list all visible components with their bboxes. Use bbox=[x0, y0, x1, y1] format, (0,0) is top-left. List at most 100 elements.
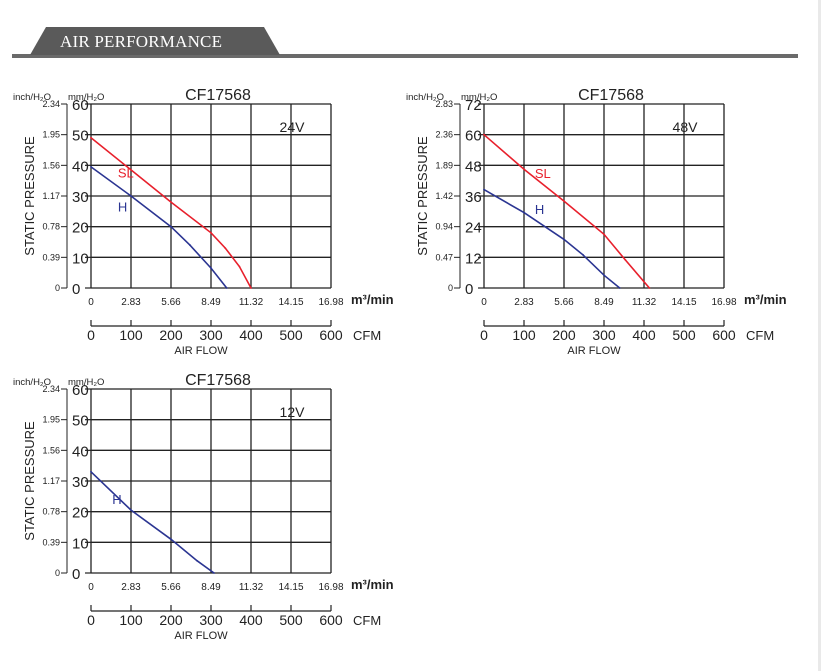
series-point-sl bbox=[210, 231, 212, 234]
x-tick-label-cfm: 200 bbox=[552, 327, 576, 343]
y-tick-label-inch: 0.39 bbox=[42, 537, 60, 547]
series-point-h bbox=[189, 244, 191, 246]
x-tick-label-m3: 0 bbox=[481, 297, 487, 308]
unit-inch-label: inch/H₂O bbox=[13, 377, 51, 388]
y-tick-label-mm: 50 bbox=[72, 128, 89, 145]
series-line-sl bbox=[483, 134, 651, 289]
y-tick-label-inch: 0 bbox=[448, 283, 453, 293]
x-tick-label-m3: 14.15 bbox=[671, 297, 696, 308]
series-point-sl bbox=[648, 287, 651, 289]
y-tick-label-inch: 2.34 bbox=[42, 99, 60, 109]
series-point-h bbox=[618, 287, 621, 289]
series-point-sl bbox=[603, 233, 605, 236]
y-tick-label-mm: 30 bbox=[72, 474, 89, 491]
y-tick-label-inch: 1.42 bbox=[435, 191, 453, 201]
x-tick-label-cfm: 100 bbox=[512, 327, 536, 343]
unit-mm-label: mm/H₂O bbox=[461, 92, 497, 103]
x-unit-cfm-label: CFM bbox=[353, 328, 381, 343]
chart-title: CF17568 bbox=[185, 372, 251, 389]
x-tick-label-cfm: 500 bbox=[672, 327, 696, 343]
x-tick-label-cfm: 400 bbox=[239, 612, 263, 628]
unit-mm-label: mm/H₂O bbox=[68, 92, 104, 103]
y-tick-label-mm: 60 bbox=[72, 97, 89, 114]
x-unit-cfm-label: CFM bbox=[746, 328, 774, 343]
series-point-h bbox=[170, 538, 172, 541]
x-tick-label-cfm: 500 bbox=[279, 327, 303, 343]
y-tick-label-mm: 48 bbox=[465, 158, 482, 175]
x-tick-label-cfm: 200 bbox=[159, 327, 183, 343]
x-unit-m3-label: m³/min bbox=[744, 292, 787, 307]
x-tick-label-cfm: 0 bbox=[480, 327, 488, 343]
x-tick-label-m3: 5.66 bbox=[161, 297, 181, 308]
y-tick-label-mm: 10 bbox=[72, 535, 89, 552]
x-tick-label-m3: 11.32 bbox=[239, 297, 264, 308]
series-point-sl bbox=[90, 136, 92, 139]
y-tick-label-mm: 60 bbox=[72, 382, 89, 399]
y-tick-label-inch: 0 bbox=[55, 283, 60, 293]
x-tick-label-cfm: 300 bbox=[199, 612, 223, 628]
y-tick-label-inch: 1.56 bbox=[42, 160, 60, 170]
x-tick-label-cfm: 600 bbox=[319, 612, 343, 628]
y-tick-label-mm: 50 bbox=[72, 413, 89, 430]
series-point-h bbox=[170, 225, 172, 228]
y-tick-label-mm: 40 bbox=[72, 158, 89, 175]
x-tick-label-m3: 8.49 bbox=[201, 297, 221, 308]
y-tick-label-inch: 0.47 bbox=[435, 252, 453, 262]
x-tick-label-m3: 14.15 bbox=[278, 582, 303, 593]
y-tick-label-inch: 1.17 bbox=[42, 476, 60, 486]
x-tick-label-m3: 5.66 bbox=[554, 297, 574, 308]
y-tick-label-mm: 72 bbox=[465, 97, 482, 114]
series-point-sl bbox=[523, 168, 525, 171]
series-label-h: H bbox=[118, 199, 127, 214]
section-tab bbox=[30, 27, 280, 55]
x-tick-label-m3: 5.66 bbox=[161, 582, 181, 593]
series-point-h bbox=[90, 470, 92, 473]
series-point-sl bbox=[624, 258, 627, 261]
x-tick-label-cfm: 0 bbox=[87, 612, 95, 628]
y-tick-label-inch: 2.34 bbox=[42, 384, 60, 394]
x-tick-label-m3: 16.98 bbox=[318, 297, 343, 308]
x-tick-label-cfm: 0 bbox=[87, 327, 95, 343]
series-label-sl: SL bbox=[535, 166, 551, 181]
voltage-label: 48V bbox=[673, 119, 699, 135]
series-point-h bbox=[563, 238, 565, 241]
x-unit-m3-label: m³/min bbox=[351, 577, 394, 592]
y-tick-label-mm: 12 bbox=[465, 250, 482, 267]
series-line-h bbox=[483, 188, 621, 289]
y-tick-label-mm: 24 bbox=[465, 220, 482, 237]
series-point-sl bbox=[130, 169, 132, 171]
chart-title: CF17568 bbox=[185, 87, 251, 104]
series-label-sl: SL bbox=[118, 166, 134, 181]
y-tick-label-mm: 36 bbox=[465, 189, 482, 206]
series-point-h bbox=[196, 559, 198, 562]
y-tick-label-inch: 0.94 bbox=[435, 222, 453, 232]
x-tick-label-cfm: 400 bbox=[632, 327, 656, 343]
y-axis-title: STATIC PRESSURE bbox=[22, 421, 37, 541]
series-point-sl bbox=[250, 287, 252, 289]
y-axis-title: STATIC PRESSURE bbox=[22, 136, 37, 256]
y-tick-label-inch: 2.83 bbox=[435, 99, 453, 109]
chart-title: CF17568 bbox=[578, 87, 644, 104]
x-tick-label-m3: 11.32 bbox=[632, 297, 657, 308]
series-label-h: H bbox=[112, 492, 121, 507]
y-tick-label-mm: 20 bbox=[72, 220, 89, 237]
voltage-label: 12V bbox=[280, 404, 306, 420]
y-tick-label-inch: 0.78 bbox=[42, 222, 60, 232]
series-point-sl bbox=[483, 133, 485, 136]
x-tick-label-m3: 0 bbox=[88, 582, 94, 593]
x-tick-label-m3: 8.49 bbox=[201, 582, 221, 593]
series-point-h bbox=[483, 188, 485, 191]
series-point-h bbox=[213, 572, 215, 574]
series-point-h bbox=[90, 165, 92, 168]
page-edge-divider bbox=[818, 0, 821, 671]
x-axis-title: AIR FLOW bbox=[174, 345, 228, 357]
x-axis-title: AIR FLOW bbox=[174, 630, 228, 642]
series-point-h bbox=[603, 274, 605, 277]
y-tick-label-mm: 0 bbox=[465, 281, 473, 298]
y-tick-label-mm: 0 bbox=[72, 566, 80, 583]
section-divider bbox=[12, 54, 798, 58]
x-axis-title: AIR FLOW bbox=[567, 345, 621, 357]
series-point-h bbox=[130, 195, 132, 197]
series-point-sl bbox=[224, 247, 227, 250]
